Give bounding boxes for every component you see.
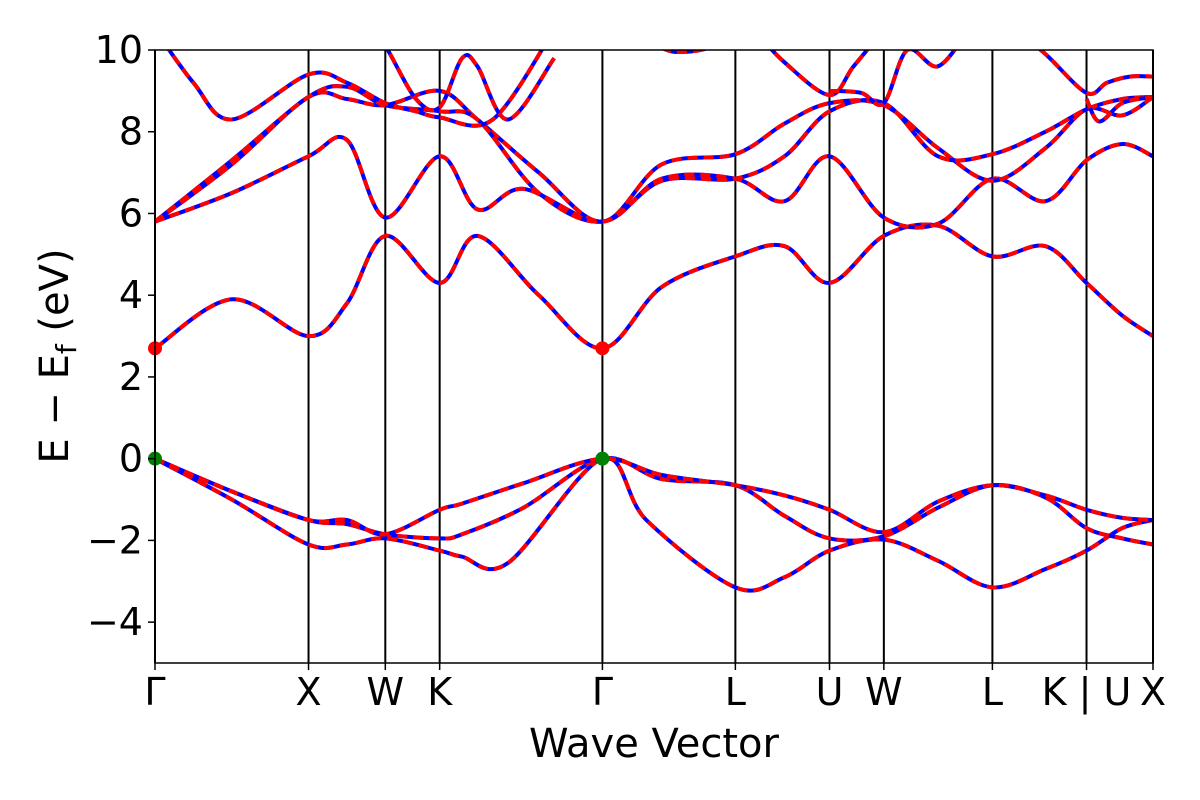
y-tick-label: 6	[119, 191, 143, 235]
band-line-blue	[661, 50, 709, 55]
band-line-red	[155, 222, 1153, 351]
y-axis-title-unit: (eV)	[32, 248, 78, 344]
band-line-red	[1037, 50, 1153, 96]
y-tick-label: 0	[119, 437, 143, 481]
x-axis-title: Wave Vector	[529, 721, 780, 767]
y-axis-title: E − Ef (eV)	[32, 248, 83, 463]
y-tick-label: −2	[87, 518, 143, 562]
y-ticks: −4 −2 0 2 4 6 8 10	[87, 28, 155, 644]
x-tick-label: X	[296, 670, 322, 714]
vbm-marker	[595, 451, 610, 466]
x-tick-label: Γ	[592, 670, 613, 714]
plot-frame	[154, 49, 1154, 664]
band-line-red	[385, 50, 556, 122]
x-tick-label: L	[725, 670, 746, 714]
y-axis-title-sub: f	[50, 343, 83, 354]
band-line-red	[155, 88, 1153, 224]
band-line-blue	[1037, 50, 1153, 96]
band-line-blue	[155, 222, 1153, 351]
band-line-red	[155, 456, 1153, 537]
x-tick-label: Γ	[144, 670, 165, 714]
x-tick-label: W	[367, 670, 405, 714]
y-tick-label: 2	[119, 355, 143, 399]
band-line-blue	[155, 456, 1153, 537]
band-line-blue	[155, 84, 1153, 224]
x-tick-label: K	[427, 670, 453, 714]
y-tick-label: 4	[119, 273, 143, 317]
x-tick-label: U	[816, 670, 844, 714]
cbm-marker	[595, 341, 610, 356]
band-line-blue	[769, 50, 870, 97]
band-line-red	[155, 84, 1153, 224]
band-line-red	[155, 456, 1153, 593]
band-line-red	[829, 50, 958, 107]
y-tick-label: 8	[119, 110, 143, 154]
x-tick-label: K | U	[1042, 670, 1132, 715]
y-axis-title-main: E − E	[32, 354, 78, 464]
band-line-red	[661, 50, 709, 55]
band-lines	[155, 50, 1153, 593]
kpoint-lines	[154, 50, 1154, 663]
x-tick-label: X	[1140, 670, 1166, 714]
y-tick-label: −4	[87, 600, 143, 644]
x-tick-label: W	[865, 670, 903, 714]
y-tick-label: 10	[95, 28, 143, 72]
band-line-red	[155, 134, 1153, 230]
band-line-red	[1084, 95, 1153, 124]
x-tick-label: L	[982, 670, 1003, 714]
band-line-red	[166, 50, 545, 128]
band-line-red	[769, 50, 870, 97]
extrema-markers	[148, 341, 610, 466]
